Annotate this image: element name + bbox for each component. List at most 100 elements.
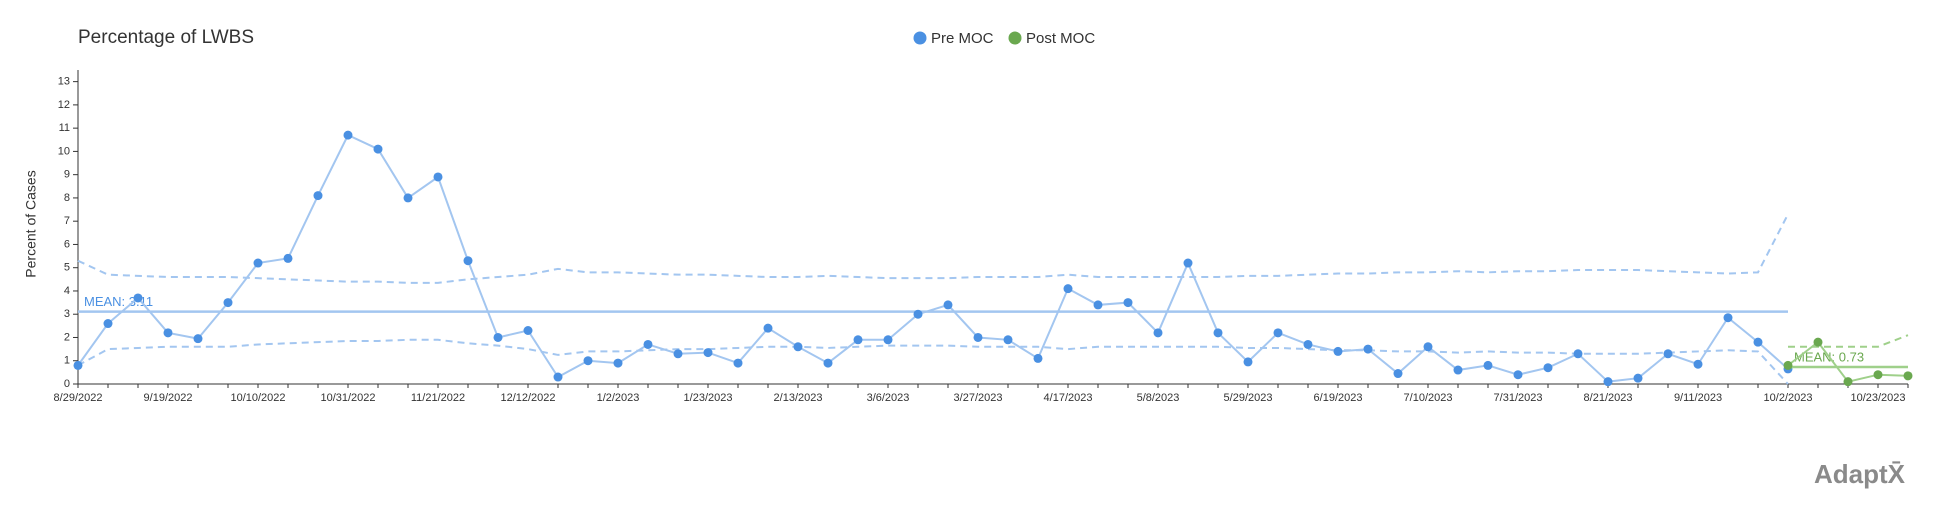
x-tick-label: 8/21/2023 <box>1584 392 1633 404</box>
x-tick-label: 10/23/2023 <box>1850 392 1905 404</box>
data-point <box>1273 328 1283 338</box>
y-tick-label: 6 <box>64 238 70 250</box>
lower-control-limit <box>77 338 1789 385</box>
data-point <box>253 258 263 268</box>
y-tick-label: 2 <box>64 331 70 343</box>
data-point <box>763 323 773 333</box>
data-point <box>1363 344 1373 354</box>
data-point <box>73 360 83 370</box>
data-point <box>1423 342 1433 352</box>
y-tick-label: 5 <box>64 262 70 274</box>
y-tick-label: 12 <box>58 99 70 111</box>
legend-label: Pre MOC <box>931 30 994 47</box>
data-point <box>973 332 983 342</box>
x-tick-label: 7/31/2023 <box>1494 392 1543 404</box>
x-tick-label: 5/8/2023 <box>1137 392 1180 404</box>
y-tick-label: 8 <box>64 192 70 204</box>
data-point <box>1483 360 1493 370</box>
data-point <box>1693 359 1703 369</box>
x-tick-label: 8/29/2022 <box>54 392 103 404</box>
x-tick-label: 10/10/2022 <box>230 392 285 404</box>
data-point <box>193 334 203 344</box>
data-line <box>77 133 1789 383</box>
data-point <box>493 332 503 342</box>
y-tick-label: 4 <box>64 285 70 297</box>
x-tick-label: 5/29/2023 <box>1224 392 1273 404</box>
data-point <box>283 253 293 263</box>
x-tick-label: 4/17/2023 <box>1044 392 1093 404</box>
data-point <box>823 358 833 368</box>
data-point <box>913 309 923 319</box>
data-point <box>403 193 413 203</box>
x-tick-label: 6/19/2023 <box>1314 392 1363 404</box>
x-tick-label: 10/31/2022 <box>320 392 375 404</box>
data-point <box>373 144 383 154</box>
x-tick-label: 1/2/2023 <box>597 392 640 404</box>
data-point <box>1063 284 1073 294</box>
data-point <box>523 326 533 336</box>
chart-title: Percentage of LWBS <box>78 27 254 48</box>
data-point <box>1543 363 1553 373</box>
data-point <box>1153 328 1163 338</box>
x-tick-label: 12/12/2022 <box>500 392 555 404</box>
y-tick-label: 3 <box>64 308 70 320</box>
y-axis-label: Percent of Cases <box>23 170 39 277</box>
data-point <box>883 335 893 345</box>
x-tick-label: 9/11/2023 <box>1674 392 1722 404</box>
data-point <box>1033 353 1043 363</box>
y-tick-label: 11 <box>59 122 70 134</box>
data-point <box>1783 360 1793 370</box>
upper-control-limit <box>77 213 1789 284</box>
data-point <box>1333 346 1343 356</box>
data-point <box>1393 369 1403 379</box>
y-tick-label: 9 <box>64 169 70 181</box>
data-point <box>163 328 173 338</box>
data-point <box>643 339 653 349</box>
data-point <box>1633 373 1643 383</box>
data-point <box>1873 370 1883 380</box>
x-tick-label: 11/21/2022 <box>411 392 465 404</box>
y-tick-label: 13 <box>58 76 70 88</box>
data-point <box>853 335 863 345</box>
x-tick-label: 7/10/2023 <box>1404 392 1453 404</box>
data-point <box>1093 300 1103 310</box>
data-point <box>1453 365 1463 375</box>
data-point <box>1123 298 1133 308</box>
data-point <box>1183 258 1193 268</box>
data-point <box>463 256 473 266</box>
y-tick-label: 0 <box>64 378 70 390</box>
x-tick-label: 3/27/2023 <box>954 392 1003 404</box>
data-point <box>703 348 713 358</box>
logo: AdaptX̄ <box>1814 459 1906 489</box>
y-tick-label: 1 <box>64 355 70 367</box>
upper-control-limit <box>1788 334 1909 348</box>
data-point <box>1903 371 1913 381</box>
x-tick-label: 2/13/2023 <box>774 392 823 404</box>
x-tick-label: 3/6/2023 <box>867 392 910 404</box>
data-point <box>613 358 623 368</box>
y-tick-label: 10 <box>58 145 70 157</box>
data-point <box>1663 349 1673 359</box>
legend-marker <box>913 31 927 45</box>
data-point <box>433 172 443 182</box>
data-point <box>583 356 593 366</box>
data-point <box>1303 339 1313 349</box>
data-point <box>223 298 233 308</box>
data-point <box>1813 337 1823 347</box>
data-point <box>1723 313 1733 323</box>
data-point <box>733 358 743 368</box>
data-point <box>1573 349 1583 359</box>
data-point <box>1513 370 1523 380</box>
data-point <box>313 191 323 201</box>
data-point <box>133 293 143 303</box>
data-point <box>553 372 563 382</box>
legend-marker <box>1008 31 1022 45</box>
legend-label: Post MOC <box>1026 30 1095 47</box>
data-point <box>1003 335 1013 345</box>
data-point <box>1243 357 1253 367</box>
data-point <box>1213 328 1223 338</box>
x-tick-label: 1/23/2023 <box>684 392 733 404</box>
x-tick-label: 10/2/2023 <box>1764 392 1813 404</box>
data-point <box>1603 377 1613 387</box>
